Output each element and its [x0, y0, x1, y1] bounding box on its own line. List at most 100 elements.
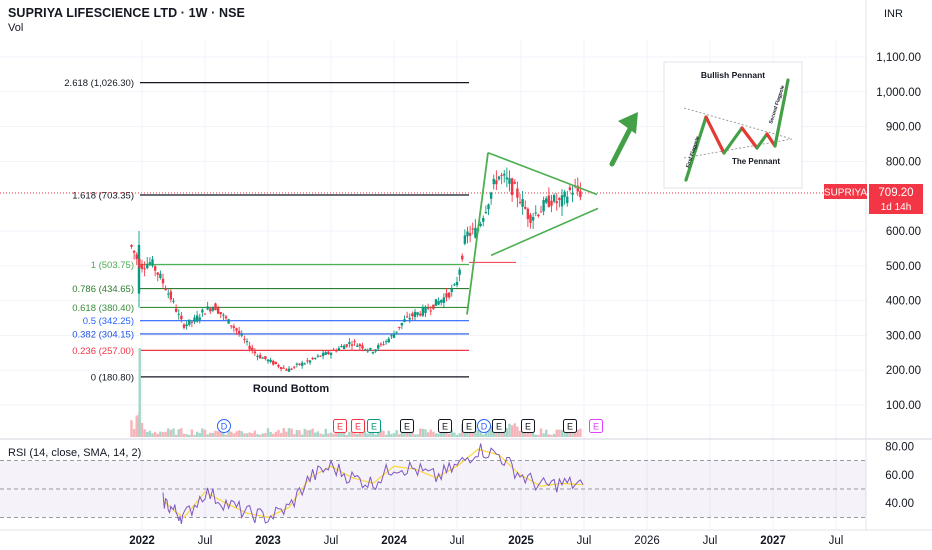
candle-body: [188, 319, 191, 325]
earnings-marker[interactable]: [333, 419, 347, 433]
volume-bar: [419, 428, 422, 437]
volume-bar: [353, 433, 356, 437]
candle-body: [537, 214, 540, 217]
volume-bar: [251, 433, 254, 437]
candle-body: [424, 306, 427, 314]
volume-bar: [447, 434, 451, 437]
candle-body: [374, 349, 377, 352]
breakout-arrow-head: [618, 112, 638, 134]
candle-body: [463, 235, 467, 244]
candle-body: [227, 319, 230, 324]
fib-level-label: 2.618 (1,026.30): [64, 78, 134, 89]
candle-body: [337, 348, 341, 351]
candle-body: [369, 348, 372, 350]
price-tick-label: 1,000.00: [876, 87, 921, 99]
volume-bar: [153, 431, 157, 437]
volume-bar: [510, 425, 514, 437]
volume-bar: [453, 432, 456, 437]
volume-bar: [264, 433, 267, 437]
earnings-marker[interactable]: [400, 419, 414, 433]
price-tag-bg: [869, 183, 923, 214]
rsi-tick-label: 60.00: [885, 470, 914, 482]
earnings-marker[interactable]: [462, 419, 476, 433]
volume-bar: [258, 434, 262, 437]
earnings-marker[interactable]: [438, 419, 452, 433]
candle-body: [413, 311, 417, 318]
price-tick-label: 600.00: [886, 226, 921, 238]
rsi-pane: RSI (14, close, SMA, 14, 2) 80.00 60.00 40.…: [0, 441, 914, 525]
earnings-marker[interactable]: [492, 419, 506, 433]
dividend-marker[interactable]: [217, 419, 231, 433]
rsi-sma-line: [162, 448, 584, 519]
volume-bar: [151, 433, 154, 437]
candle-body: [277, 365, 280, 367]
volume-bar: [424, 429, 427, 437]
volume-bar: [319, 433, 322, 437]
volume-bar: [261, 433, 264, 437]
earnings-marker[interactable]: [351, 419, 365, 433]
dividend-marker[interactable]: [477, 419, 491, 433]
candle-body: [579, 191, 582, 198]
candle-body: [303, 363, 306, 365]
round-bottom-label: Round Bottom: [253, 383, 330, 395]
pennant-upper-line: [487, 151, 598, 196]
volume-bar: [497, 431, 501, 437]
volume-bar: [529, 430, 532, 437]
candle-body: [293, 366, 296, 368]
earnings-marker[interactable]: [521, 419, 535, 433]
earnings-marker[interactable]: [563, 419, 577, 433]
volume-bar: [216, 431, 220, 437]
candle-body: [529, 214, 532, 223]
symbol-tag-bg: [824, 183, 867, 199]
candle-body: [235, 328, 238, 331]
candle-body: [224, 316, 228, 319]
volume-bar: [350, 431, 354, 437]
earnings-marker[interactable]: [589, 419, 603, 433]
breakout-arrow-shaft: [609, 122, 635, 167]
volume-bar: [290, 428, 293, 437]
volume-bar: [390, 434, 393, 437]
flagpole-line: [466, 152, 489, 315]
candle-body: [458, 269, 461, 275]
candle-body: [445, 293, 448, 298]
candle-body: [300, 362, 304, 366]
volume-bar: [211, 432, 215, 437]
candle-body: [468, 232, 472, 236]
candle-body: [261, 357, 264, 359]
last-price-tag[interactable]: SUPRIYA 709.20 1d 14h: [824, 183, 923, 214]
volume-bar: [316, 431, 320, 437]
candle-body: [306, 360, 309, 362]
candle-body: [474, 227, 477, 238]
candle-body: [437, 300, 440, 305]
candle-body: [348, 342, 351, 345]
time-tick-label: Jul: [324, 535, 339, 547]
candle-body: [342, 345, 346, 350]
event-marker-letter: E: [442, 422, 448, 432]
earnings-marker[interactable]: [367, 419, 381, 433]
volume-bar: [274, 431, 278, 437]
candle-body: [531, 217, 535, 221]
candle-body: [327, 351, 330, 355]
volume-bar: [437, 433, 440, 437]
volume-bar: [245, 433, 249, 437]
candle-body: [377, 344, 380, 349]
volume-bar: [539, 428, 543, 437]
volume-bar: [374, 434, 377, 437]
symbol-title[interactable]: SUPRIYA LIFESCIENCE LTD · 1W · NSE: [8, 6, 245, 20]
candle-body: [542, 200, 545, 212]
candle-body: [371, 352, 375, 354]
candle-body: [563, 191, 566, 198]
volume-bar: [361, 430, 364, 437]
candle-body: [521, 199, 524, 207]
illustration-zigzag: [765, 132, 777, 148]
volume-bar: [214, 430, 217, 437]
volume-bar: [413, 434, 417, 437]
time-tick-label: Jul: [450, 535, 465, 547]
currency-label[interactable]: INR: [884, 8, 903, 20]
candle-body: [209, 308, 212, 312]
candle-body: [329, 352, 333, 356]
time-tick-label: Jul: [829, 535, 844, 547]
volume-bar: [335, 432, 338, 437]
